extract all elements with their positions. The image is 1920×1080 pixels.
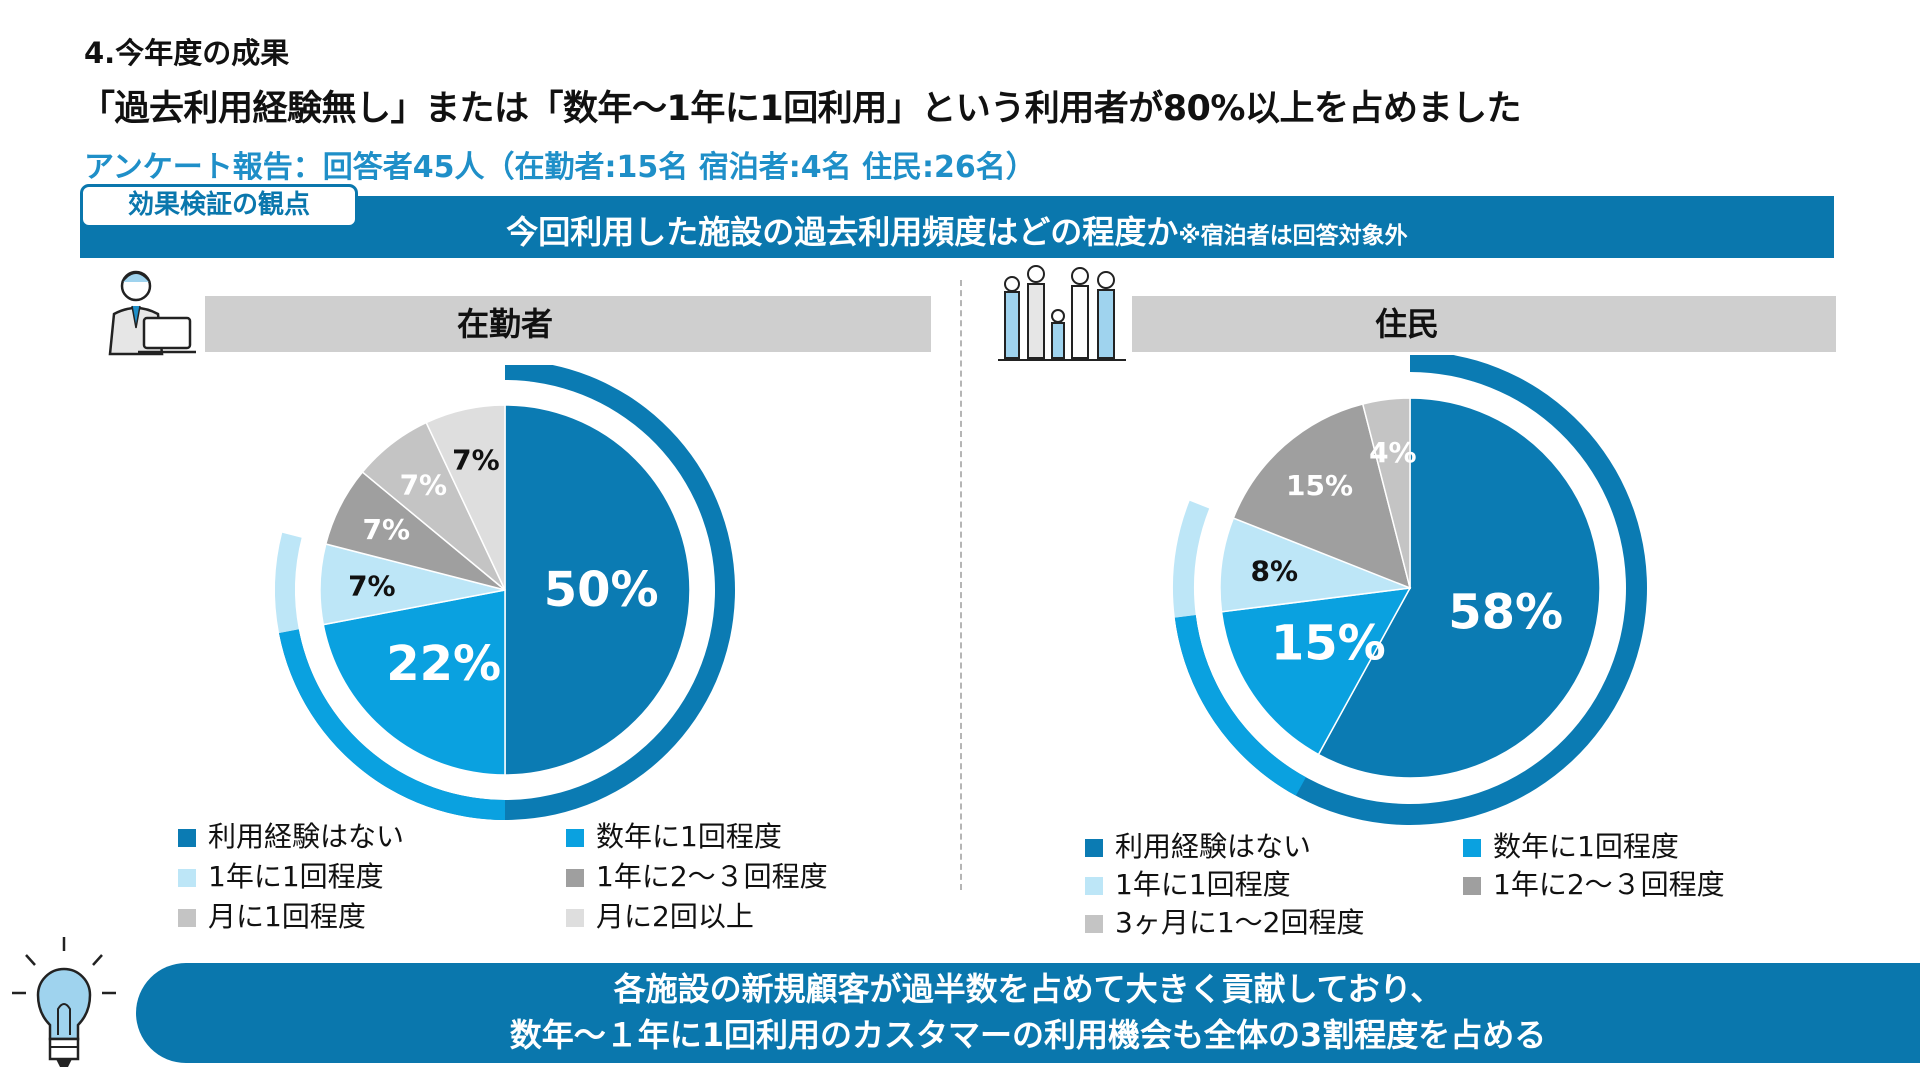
legend-label: 月に2回以上 bbox=[596, 900, 754, 933]
pie-label: 7% bbox=[363, 513, 411, 546]
summary-line-2: 数年～１年に1回利用のカスタマーの利用機会も全体の3割程度を占める bbox=[509, 1016, 1547, 1054]
question-text: 今回利用した施設の過去利用頻度はどの程度か bbox=[506, 213, 1179, 251]
legend-swatch bbox=[1463, 839, 1481, 857]
pie-label: 22% bbox=[386, 636, 501, 692]
legend-label: 1年に2～３回程度 bbox=[1493, 868, 1725, 901]
legend-label: 利用経験はない bbox=[1115, 830, 1312, 863]
legend-swatch bbox=[178, 869, 196, 887]
question-banner bbox=[80, 196, 1834, 258]
legend-label: 数年に1回程度 bbox=[1493, 830, 1679, 863]
pie-chart-residents: 58% 15% 8% 15% 4% bbox=[1173, 355, 1647, 825]
pie-label: 7% bbox=[348, 569, 396, 602]
pie-slice bbox=[1219, 517, 1411, 613]
lightbulb-icon bbox=[8, 935, 120, 1075]
question-note: ※宿泊者は回答対象外 bbox=[1178, 223, 1408, 249]
legend-item: 3ヶ月に1～2回程度 bbox=[1085, 906, 1364, 940]
highlight-ring-light bbox=[1173, 500, 1210, 618]
pie-slice bbox=[1361, 397, 1411, 589]
summary-banner bbox=[136, 963, 1920, 1063]
pie-label: 7% bbox=[400, 468, 448, 501]
pie-slice bbox=[322, 589, 506, 776]
survey-summary: アンケート報告：回答者45人（在勤者:15名 宿泊者:4名 住民:26名） bbox=[84, 150, 1036, 185]
panel-header-right bbox=[1132, 296, 1836, 352]
pie-slice bbox=[425, 404, 506, 591]
pie-label: 58% bbox=[1448, 585, 1563, 641]
legend-swatch bbox=[1463, 877, 1481, 895]
legend-swatch bbox=[1085, 839, 1103, 857]
pie-label: 7% bbox=[452, 444, 500, 477]
legend-item: 利用経験はない bbox=[178, 820, 404, 854]
highlight-ring-secondary bbox=[279, 629, 505, 820]
legend-item: 1年に2～３回程度 bbox=[566, 860, 828, 894]
legend-label: 1年に1回程度 bbox=[1115, 868, 1291, 901]
highlight-ring-light bbox=[275, 532, 302, 634]
legend-item: 月に1回程度 bbox=[178, 900, 366, 934]
family-group-icon bbox=[998, 258, 1126, 370]
pie-label: 15% bbox=[1271, 616, 1386, 672]
panel-title-left: 在勤者 bbox=[456, 305, 553, 343]
highlight-ring-secondary bbox=[1174, 615, 1306, 796]
question-text-wrap: 今回利用した施設の過去利用頻度はどの程度か※宿泊者は回答対象外 bbox=[80, 207, 1834, 253]
legend-swatch bbox=[178, 909, 196, 927]
pie-slice bbox=[1317, 397, 1601, 779]
legend-item: 数年に1回程度 bbox=[566, 820, 782, 854]
pie-slice bbox=[1220, 587, 1412, 756]
legend-item: 数年に1回程度 bbox=[1463, 830, 1679, 864]
legend-item: 利用経験はない bbox=[1085, 830, 1311, 864]
panel-title-right: 住民 bbox=[1374, 305, 1439, 343]
legend-label: 1年に2～３回程度 bbox=[596, 860, 828, 893]
legend-swatch bbox=[566, 869, 584, 887]
pie-chart-workers: 50%22%7%7%7%7% bbox=[275, 365, 735, 820]
pie-label: 4% bbox=[1369, 436, 1417, 469]
headline: 「過去利用経験無し」または「数年～1年に1回利用」という利用者が80%以上を占め… bbox=[80, 89, 1521, 129]
legend-label: 3ヶ月に1～2回程度 bbox=[1115, 906, 1365, 939]
legend-swatch bbox=[1085, 877, 1103, 895]
legend-label: 1年に1回程度 bbox=[208, 860, 384, 893]
pie-slice bbox=[1232, 403, 1412, 590]
pie-slice bbox=[504, 404, 691, 776]
legend-item: 月に2回以上 bbox=[566, 900, 754, 934]
section-title: 4.今年度の成果 bbox=[84, 36, 290, 70]
legend-label: 利用経験はない bbox=[208, 820, 405, 853]
legend-swatch bbox=[566, 909, 584, 927]
perspective-tab: 効果検証の観点 bbox=[80, 184, 358, 228]
summary-text: 各施設の新規顧客が過半数を占めて大きく貢献しており、 数年～１年に1回利用のカス… bbox=[136, 966, 1920, 1058]
panel-divider bbox=[960, 280, 962, 890]
legend-item: 1年に1回程度 bbox=[1085, 868, 1291, 902]
legend-item: 1年に1回程度 bbox=[178, 860, 384, 894]
legend-swatch bbox=[178, 829, 196, 847]
office-worker-laptop-icon bbox=[92, 262, 196, 362]
legend-label: 月に1回程度 bbox=[208, 900, 366, 933]
pie-label: 15% bbox=[1286, 469, 1353, 502]
legend-item: 1年に2～３回程度 bbox=[1463, 868, 1725, 902]
legend-swatch bbox=[566, 829, 584, 847]
summary-line-1: 各施設の新規顧客が過半数を占めて大きく貢献しており、 bbox=[613, 970, 1443, 1008]
pie-label: 8% bbox=[1251, 554, 1299, 587]
panel-header-left bbox=[205, 296, 931, 352]
legend-label: 数年に1回程度 bbox=[596, 820, 782, 853]
pie-label: 50% bbox=[544, 562, 659, 618]
legend-swatch bbox=[1085, 915, 1103, 933]
